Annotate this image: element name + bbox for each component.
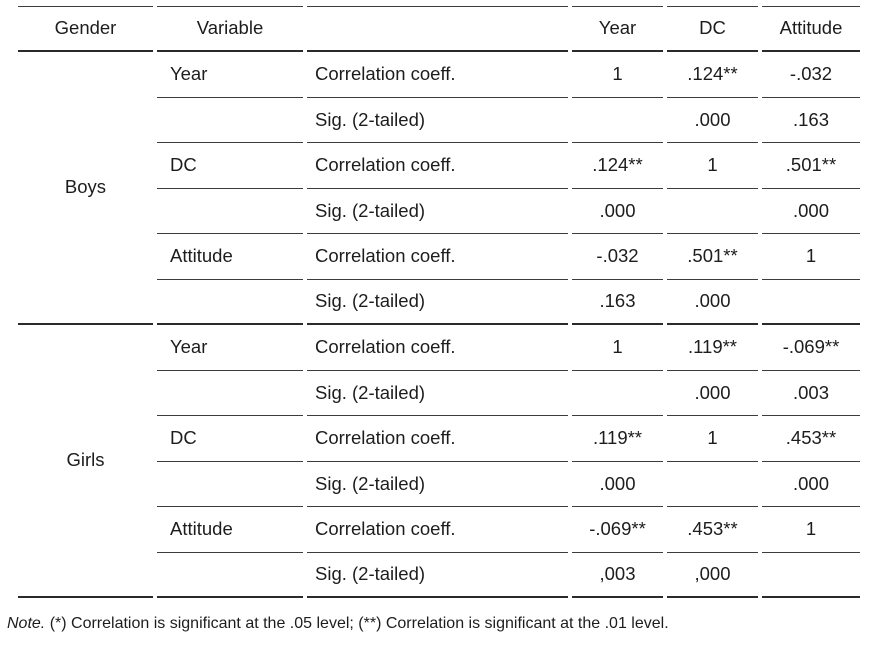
note-label: Note. <box>7 615 46 632</box>
value-dc <box>667 189 758 234</box>
value-attitude: -.032 <box>762 52 860 98</box>
value-dc: 1 <box>667 143 758 189</box>
measure-label: Sig. (2-tailed) <box>307 553 568 598</box>
value-attitude: .501** <box>762 143 860 189</box>
correlation-table: Gender Variable Year DC Attitude Boys Yea… <box>18 6 860 598</box>
value-year: .163 <box>572 280 663 325</box>
value-year: .124** <box>572 143 663 189</box>
variable-label: Year <box>157 52 303 98</box>
value-dc: .000 <box>667 371 758 416</box>
variable-label <box>157 189 303 234</box>
measure-label: Correlation coeff. <box>307 52 568 98</box>
value-attitude <box>762 553 860 598</box>
measure-label: Sig. (2-tailed) <box>307 371 568 416</box>
variable-label <box>157 462 303 507</box>
value-attitude: 1 <box>762 234 860 280</box>
variable-label <box>157 280 303 325</box>
value-year: -.032 <box>572 234 663 280</box>
value-dc: .124** <box>667 52 758 98</box>
value-dc: .000 <box>667 98 758 143</box>
value-attitude: -.069** <box>762 325 860 371</box>
header-gender: Gender <box>18 6 153 52</box>
value-attitude: .453** <box>762 416 860 462</box>
value-year: 1 <box>572 52 663 98</box>
measure-label: Correlation coeff. <box>307 234 568 280</box>
value-attitude: 1 <box>762 507 860 553</box>
variable-label: DC <box>157 143 303 189</box>
value-year: -.069** <box>572 507 663 553</box>
variable-label: DC <box>157 416 303 462</box>
value-attitude: .163 <box>762 98 860 143</box>
header-variable: Variable <box>157 6 303 52</box>
header-attitude: Attitude <box>762 6 860 52</box>
measure-label: Correlation coeff. <box>307 325 568 371</box>
value-year <box>572 371 663 416</box>
value-attitude: .003 <box>762 371 860 416</box>
header-measure <box>307 6 568 52</box>
measure-label: Correlation coeff. <box>307 507 568 553</box>
value-year: .119** <box>572 416 663 462</box>
value-year <box>572 98 663 143</box>
variable-label <box>157 371 303 416</box>
note-text: (*) Correlation is significant at the .0… <box>45 615 669 632</box>
variable-label: Attitude <box>157 234 303 280</box>
header-year: Year <box>572 6 663 52</box>
measure-label: Sig. (2-tailed) <box>307 189 568 234</box>
variable-label: Attitude <box>157 507 303 553</box>
variable-label <box>157 553 303 598</box>
header-dc: DC <box>667 6 758 52</box>
variable-label <box>157 98 303 143</box>
value-dc: .501** <box>667 234 758 280</box>
value-dc: ,000 <box>667 553 758 598</box>
table-note: Note. (*) Correlation is significant at … <box>7 613 867 635</box>
measure-label: Sig. (2-tailed) <box>307 98 568 143</box>
measure-label: Sig. (2-tailed) <box>307 280 568 325</box>
value-attitude: .000 <box>762 462 860 507</box>
value-dc: .453** <box>667 507 758 553</box>
value-attitude <box>762 280 860 325</box>
value-dc: .119** <box>667 325 758 371</box>
measure-label: Correlation coeff. <box>307 143 568 189</box>
measure-label: Correlation coeff. <box>307 416 568 462</box>
value-year: .000 <box>572 462 663 507</box>
value-year: 1 <box>572 325 663 371</box>
value-dc: .000 <box>667 280 758 325</box>
variable-label: Year <box>157 325 303 371</box>
gender-label: Girls <box>18 325 153 598</box>
value-year: ,003 <box>572 553 663 598</box>
value-year: .000 <box>572 189 663 234</box>
gender-label: Boys <box>18 52 153 325</box>
value-dc <box>667 462 758 507</box>
value-attitude: .000 <box>762 189 860 234</box>
value-dc: 1 <box>667 416 758 462</box>
measure-label: Sig. (2-tailed) <box>307 462 568 507</box>
